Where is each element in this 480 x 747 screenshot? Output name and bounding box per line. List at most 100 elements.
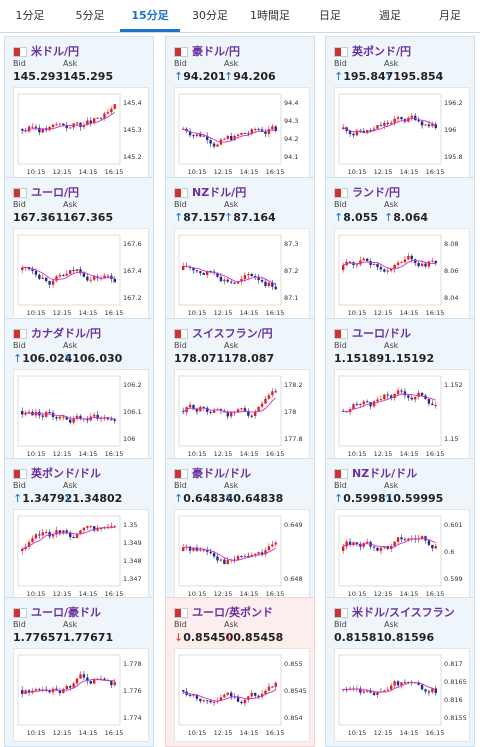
arrow-up-icon: ↑ [174, 211, 184, 224]
candle-body [199, 698, 202, 702]
candle-body [223, 138, 226, 140]
pair-title[interactable]: NZドル/ドル [334, 465, 417, 481]
mini-candlestick-chart[interactable]: 94.4 94.3 94.2 94.1 10:15 12:15 14:15 16:15 [174, 87, 310, 181]
rate-card[interactable]: カナダドル/円 Bid Ask ↑106.024 ↑106.030 106.2 106.1 1… [4, 318, 154, 468]
candle-body [376, 547, 379, 551]
pair-title[interactable]: 米ドル/スイスフラン [334, 604, 455, 620]
rate-card[interactable]: NZドル/ドル Bid Ask ↑0.59981 ↑0.59995 0.601 0.6 0.5… [325, 458, 475, 608]
tab-4[interactable]: 1時間足 [250, 9, 290, 22]
pair-title[interactable]: カナダドル/円 [13, 325, 101, 341]
rate-card[interactable]: NZドル/円 Bid Ask ↑87.157 ↑87.164 87.3 87.2 87.1 10… [165, 177, 315, 327]
candle-body [93, 679, 96, 684]
candle-body [55, 417, 58, 419]
rate-card[interactable]: 米ドル/スイスフラン Bid Ask 0.81581 0.81596 0.817 0.816… [325, 597, 475, 747]
candle-body [257, 406, 260, 412]
bid-value: ↑0.64834 [174, 492, 233, 505]
pair-title[interactable]: スイスフラン/円 [174, 325, 273, 341]
pair-title[interactable]: ユーロ/ドル [334, 325, 411, 341]
candle-body [65, 125, 68, 129]
candle-body [72, 418, 75, 423]
candle-body [376, 264, 379, 268]
x-tick-label: 10:15 [188, 590, 207, 598]
pair-title[interactable]: 豪ドル/ドル [174, 465, 251, 481]
mini-candlestick-chart[interactable]: 196.2 196 195.8 10:15 12:15 14:15 16:15 [334, 87, 470, 181]
bid-label: Bid [13, 200, 26, 209]
candle-body [393, 393, 396, 399]
tab-2[interactable]: 15分足 [120, 0, 180, 32]
rate-card[interactable]: ランド/円 Bid Ask ↑8.055 ↑8.064 8.08 8.06 8.04 10:15… [325, 177, 475, 327]
mini-candlestick-chart[interactable]: 145.4 145.3 145.2 10:15 12:15 14:15 16:15 [13, 87, 149, 181]
eu-gb-flag-icon [174, 608, 188, 618]
x-tick-label: 16:15 [105, 309, 124, 317]
candle-body [65, 685, 68, 689]
mini-candlestick-chart[interactable]: 1.152 1.15 10:15 12:15 14:15 16:15 [334, 369, 470, 463]
mini-candlestick-chart[interactable]: 178.2 178 177.8 10:15 12:15 14:15 16:15 [174, 369, 310, 463]
candle-body [403, 682, 407, 684]
y-tick-label: 0.854 [284, 714, 303, 722]
bid-value-text: 178.071 [174, 352, 225, 365]
candle-body [243, 699, 247, 704]
mini-candlestick-chart[interactable]: 0.649 0.648 10:15 12:15 14:15 16:15 [174, 509, 310, 603]
arrow-up-icon: ↑ [63, 492, 73, 505]
tab-5[interactable]: 日足 [319, 9, 341, 22]
candle-body [366, 401, 369, 403]
x-tick-label: 16:15 [426, 729, 445, 737]
pair-title[interactable]: 米ドル/円 [13, 43, 79, 59]
mini-candlestick-chart[interactable]: 0.817 0.8165 0.816 0.8155 10:15 12:15 14:15 16:… [334, 648, 470, 742]
pair-title[interactable]: NZドル/円 [174, 184, 246, 200]
tab-1[interactable]: 5分足 [75, 9, 105, 22]
eu-us-flag-icon [334, 329, 348, 339]
pair-name: 豪ドル/ドル [192, 467, 252, 480]
mini-candlestick-chart[interactable]: 106.2 106.1 106 10:15 12:15 14:15 16:15 [13, 369, 149, 463]
rate-card[interactable]: 豪ドル/円 Bid Ask ↑94.201 ↑94.206 94.4 94.3 94.2 94.… [165, 36, 315, 186]
au-us-flag-icon [174, 469, 188, 479]
candle-body [271, 126, 274, 130]
rate-card[interactable]: ユーロ/英ポンド Bid Ask ↓0.85450 ↓0.85458 0.855 0.854… [165, 597, 315, 747]
candle-body [420, 392, 424, 396]
mini-candlestick-chart[interactable]: 87.3 87.2 87.1 10:15 12:15 14:15 16:15 [174, 228, 310, 322]
rate-card[interactable]: ユーロ/豪ドル Bid Ask 1.77657 1.77671 1.778 1.776 1.7… [4, 597, 154, 747]
candle-body [376, 125, 379, 129]
ask-value: ↑1.34802 [63, 492, 122, 505]
rate-card[interactable]: 豪ドル/ドル Bid Ask ↑0.64834 ↑0.64838 0.649 0.648 10… [165, 458, 315, 608]
candle-body [103, 417, 106, 419]
mini-candlestick-chart[interactable]: 167.6 167.4 167.2 10:15 12:15 14:15 16:15 [13, 228, 149, 322]
candle-body [386, 689, 389, 691]
ask-label: Ask [384, 481, 399, 490]
mini-candlestick-chart[interactable]: 0.601 0.6 0.599 10:15 12:15 14:15 16:15 [334, 509, 470, 603]
y-tick-label: 0.855 [284, 660, 303, 668]
pair-title[interactable]: 英ポンド/円 [334, 43, 411, 59]
rate-card[interactable]: 英ポンド/ドル Bid Ask ↑1.34792 ↑1.34802 1.35 1.349 1.… [4, 458, 154, 608]
candle-body [38, 534, 41, 536]
rate-card[interactable]: ユーロ/ドル Bid Ask 1.15189 1.15192 1.152 1.15 10:15… [325, 318, 475, 468]
candle-body [195, 547, 199, 551]
rate-card[interactable]: ユーロ/円 Bid Ask 167.361 167.365 167.6 167.4 167.2… [4, 177, 154, 327]
rate-card[interactable]: 英ポンド/円 Bid Ask ↑195.847 ↑195.854 196.2 196 195.… [325, 36, 475, 186]
candle-body [254, 411, 257, 417]
bid-value: ↑106.024 [13, 352, 72, 365]
tab-7[interactable]: 月足 [439, 9, 461, 22]
pair-title[interactable]: 豪ドル/円 [174, 43, 240, 59]
candle-body [86, 120, 89, 126]
candle-body [216, 272, 219, 277]
candle-body [407, 255, 410, 260]
pair-name: 米ドル/円 [31, 45, 80, 58]
candle-body [386, 122, 389, 124]
pair-title[interactable]: ユーロ/豪ドル [13, 604, 101, 620]
tab-3[interactable]: 30分足 [192, 9, 228, 22]
tab-6[interactable]: 週足 [379, 9, 401, 22]
mini-candlestick-chart[interactable]: 1.778 1.776 1.774 10:15 12:15 14:15 16:15 [13, 648, 149, 742]
pair-title[interactable]: 英ポンド/ドル [13, 465, 101, 481]
pair-title[interactable]: ランド/円 [334, 184, 400, 200]
tab-0[interactable]: 1分足 [15, 9, 45, 22]
rate-card[interactable]: スイスフラン/円 Bid Ask 178.071 178.087 178.2 178 177.… [165, 318, 315, 468]
rate-card[interactable]: 米ドル/円 Bid Ask 145.293 145.295 145.4 145.3 145.2… [4, 36, 154, 186]
pair-name: スイスフラン/円 [192, 327, 273, 340]
mini-candlestick-chart[interactable]: 1.35 1.349 1.348 1.347 10:15 12:15 14:15 16:15 [13, 509, 149, 603]
candle-body [86, 276, 89, 281]
candle-body [414, 396, 417, 400]
pair-title[interactable]: ユーロ/円 [13, 184, 79, 200]
mini-candlestick-chart[interactable]: 0.855 0.8545 0.854 10:15 12:15 14:15 16:15 [174, 648, 310, 742]
pair-title[interactable]: ユーロ/英ポンド [174, 604, 273, 620]
mini-candlestick-chart[interactable]: 8.08 8.06 8.04 10:15 12:15 14:15 16:15 [334, 228, 470, 322]
